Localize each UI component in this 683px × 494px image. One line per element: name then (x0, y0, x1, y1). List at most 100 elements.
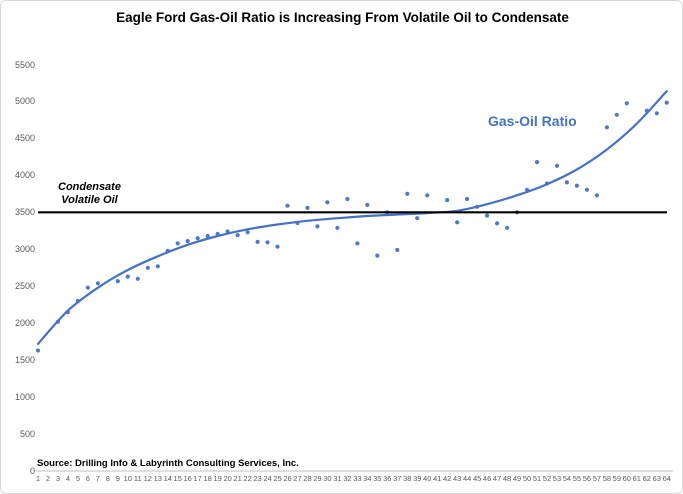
x-axis-tick-label: 11 (133, 474, 142, 483)
x-axis-tick-label: 6 (85, 474, 90, 483)
scatter-point (475, 204, 480, 209)
scatter-point (345, 196, 350, 202)
scatter-point (265, 240, 270, 245)
x-axis-tick-label: 61 (632, 474, 641, 483)
x-axis-tick-label: 16 (183, 474, 192, 483)
x-axis-tick-label: 23 (253, 474, 262, 483)
y-axis-tick-label: 1500 (14, 355, 35, 366)
x-axis-tick-label: 33 (353, 474, 362, 483)
chart-title: Eagle Ford Gas-Oil Ratio is Increasing F… (116, 10, 569, 25)
scatter-point (335, 225, 340, 230)
x-axis-tick-label: 24 (263, 474, 272, 483)
scatter-point (75, 298, 80, 304)
scatter-point (175, 241, 180, 246)
scatter-point (624, 101, 629, 106)
x-axis-tick-label: 57 (592, 474, 602, 483)
x-axis-tick-label: 54 (562, 474, 572, 483)
scatter-point (584, 187, 590, 192)
scatter-point (445, 198, 450, 203)
scatter-point (35, 348, 41, 353)
x-axis-tick-label: 26 (283, 474, 292, 483)
x-axis-tick-label: 10 (123, 474, 132, 483)
x-axis-tick-label: 45 (472, 474, 482, 483)
x-axis-tick-label: 2 (45, 474, 51, 483)
x-axis-tick-label: 64 (662, 474, 671, 483)
x-axis-tick-label: 17 (193, 474, 202, 483)
x-axis-tick-label: 29 (313, 474, 322, 483)
x-axis-tick-label: 51 (532, 474, 542, 483)
x-axis-tick-label: 15 (173, 474, 182, 483)
scatter-point (594, 193, 600, 198)
x-axis-tick-label: 25 (273, 474, 282, 483)
x-axis-tick-label: 22 (243, 474, 252, 483)
scatter-point (145, 265, 150, 270)
x-axis-tick-label: 28 (303, 474, 312, 483)
scatter-point (355, 241, 360, 246)
scatter-point (125, 274, 130, 279)
x-axis-tick-label: 3 (55, 474, 61, 483)
x-axis-tick-label: 12 (143, 474, 152, 483)
x-axis-tick-label: 52 (542, 474, 552, 483)
x-axis-tick-label: 40 (423, 474, 432, 483)
x-axis-tick-label: 46 (482, 474, 492, 483)
y-axis-tick-label: 1000 (14, 392, 35, 403)
x-axis-tick-label: 32 (343, 474, 352, 483)
scatter-point (195, 236, 200, 241)
x-axis-tick-label: 58 (602, 474, 612, 483)
x-axis-tick-label: 31 (333, 474, 342, 483)
x-axis-tick-label: 27 (293, 474, 302, 483)
scatter-point (495, 221, 500, 226)
scatter-point (644, 108, 649, 113)
y-axis-tick-label: 3000 (14, 244, 35, 255)
scatter-point (215, 231, 220, 236)
x-axis-tick-label: 63 (652, 474, 661, 483)
scatter-point (574, 183, 580, 188)
x-axis-tick-label: 49 (512, 474, 522, 483)
scatter-point (415, 216, 420, 221)
x-axis-tick-label: 39 (413, 474, 422, 483)
scatter-point (325, 200, 330, 205)
y-axis-tick-label: 5000 (14, 96, 35, 107)
scatter-point (375, 253, 380, 258)
scatter-point (255, 239, 260, 244)
scatter-point (395, 247, 400, 253)
scatter-point (524, 187, 530, 192)
scatter-point (95, 281, 100, 286)
y-axis-tick-label: 2500 (14, 281, 35, 292)
trend-line (36, 90, 668, 345)
scatter-point (365, 202, 370, 207)
y-axis-tick-label: 4500 (14, 133, 35, 144)
x-axis-tick-label: 56 (582, 474, 592, 483)
x-axis-tick-label: 5 (75, 474, 80, 483)
y-axis-tick-label: 4000 (14, 170, 35, 181)
x-axis-tick-label: 60 (622, 474, 631, 483)
scatter-point (245, 230, 250, 235)
x-axis-tick-label: 9 (115, 474, 120, 483)
scatter-point (405, 191, 410, 196)
y-axis-tick-label: 2000 (14, 318, 35, 329)
x-axis-tick-label: 48 (502, 474, 512, 483)
x-axis-tick-label: 37 (393, 474, 402, 483)
scatter-point (235, 233, 240, 238)
x-axis-tick-label: 14 (163, 474, 172, 483)
series-label: Gas-Oil Ratio (488, 113, 577, 129)
y-axis-tick-label: 500 (19, 429, 35, 440)
x-axis-tick-label: 41 (433, 474, 442, 483)
y-axis-tick-label: 0 (29, 466, 35, 476)
scatter-point (305, 205, 310, 210)
scatter-point (465, 196, 470, 202)
x-axis-tick-label: 18 (203, 474, 212, 483)
source-note: Source: Drilling Info & Labyrinth Consul… (37, 458, 299, 469)
scatter-point (315, 224, 320, 229)
x-axis-tick-label: 7 (95, 474, 100, 483)
scatter-point (455, 220, 460, 225)
y-axis-tick-label: 5500 (14, 59, 35, 70)
scatter-point (485, 213, 490, 218)
x-axis-tick-label: 30 (323, 474, 332, 483)
scatter-point (155, 264, 160, 269)
x-axis-tick-label: 55 (572, 474, 582, 483)
volatile-oil-label: Volatile Oil (61, 194, 118, 206)
x-axis-tick-label: 36 (383, 474, 392, 483)
